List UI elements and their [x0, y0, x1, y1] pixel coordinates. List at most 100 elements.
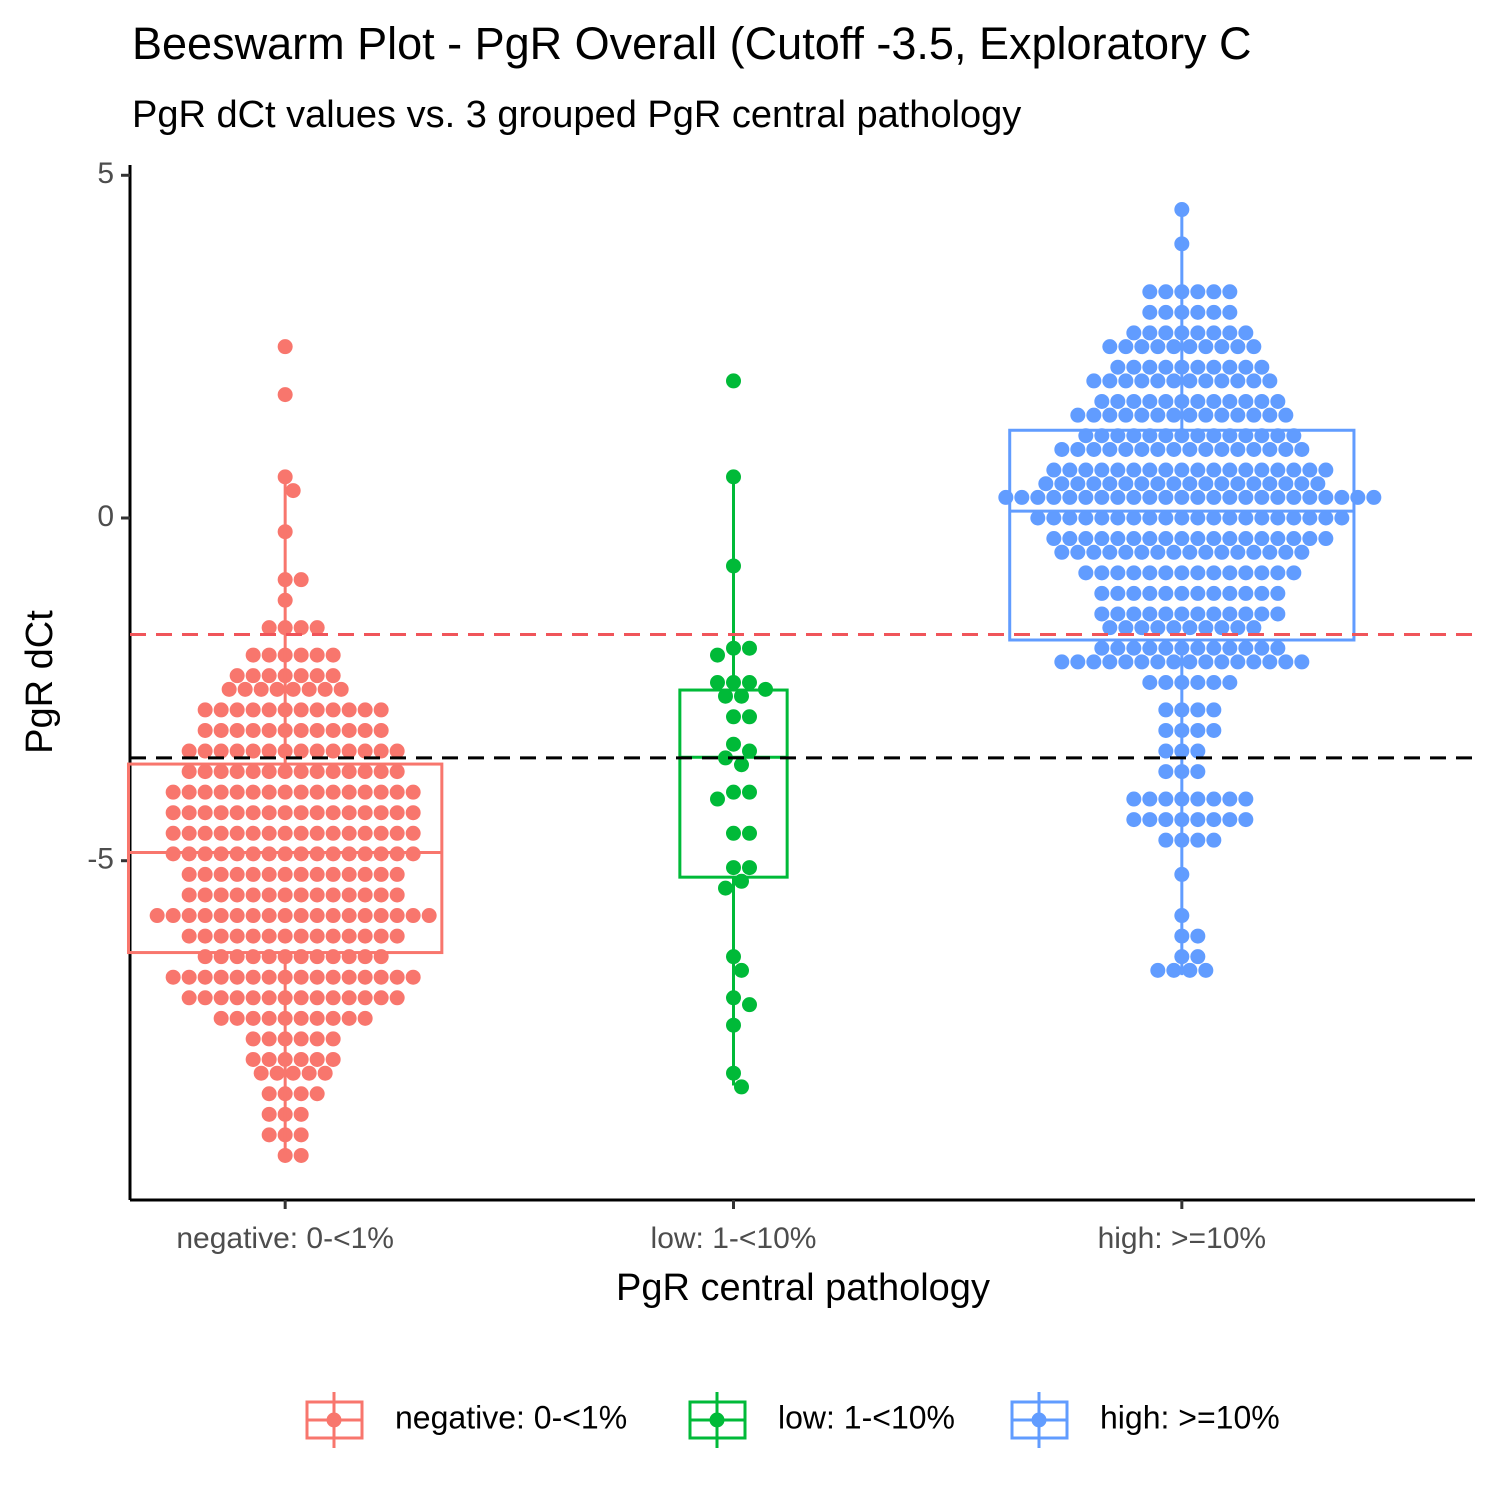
- point: [1190, 743, 1206, 759]
- point: [293, 1106, 309, 1122]
- point: [742, 709, 757, 725]
- point: [197, 908, 213, 924]
- point: [373, 908, 389, 924]
- point: [149, 908, 165, 924]
- box: [126, 762, 444, 955]
- point: [1198, 373, 1214, 389]
- point: [1238, 640, 1254, 656]
- point: [181, 764, 197, 780]
- point: [1102, 544, 1118, 560]
- point: [1286, 428, 1302, 444]
- point: [1222, 462, 1238, 478]
- point: [1182, 654, 1198, 670]
- point: [165, 969, 181, 985]
- point: [1110, 489, 1126, 505]
- point: [1230, 373, 1246, 389]
- point: [325, 743, 341, 759]
- point: [1158, 565, 1174, 581]
- point: [1166, 407, 1182, 423]
- point: [742, 675, 757, 690]
- point: [301, 681, 317, 697]
- point: [389, 866, 405, 882]
- point: [1166, 654, 1182, 670]
- point: [1190, 489, 1206, 505]
- point: [1190, 832, 1206, 848]
- point: [1142, 606, 1158, 622]
- point: [1094, 489, 1110, 505]
- point: [309, 825, 325, 841]
- point: [1206, 791, 1222, 807]
- point: [1238, 428, 1254, 444]
- point: [1142, 510, 1158, 526]
- point: [1134, 544, 1150, 560]
- point: [197, 702, 213, 718]
- point: [1094, 428, 1110, 444]
- point: [165, 908, 181, 924]
- point: [245, 764, 261, 780]
- point: [213, 990, 229, 1006]
- point: [325, 825, 341, 841]
- point: [1070, 441, 1086, 457]
- point: [229, 784, 245, 800]
- point: [1118, 373, 1134, 389]
- point: [1150, 441, 1166, 457]
- point: [1238, 565, 1254, 581]
- point: [181, 887, 197, 903]
- point: [389, 743, 405, 759]
- point: [277, 928, 293, 944]
- point: [1150, 407, 1166, 423]
- point: [1118, 339, 1134, 355]
- point: [1118, 620, 1134, 636]
- point: [261, 1010, 277, 1026]
- point: [734, 757, 749, 773]
- point: [405, 908, 421, 924]
- point: [341, 825, 357, 841]
- point: [1118, 441, 1134, 457]
- point: [309, 784, 325, 800]
- point: [1094, 510, 1110, 526]
- point: [245, 1051, 261, 1067]
- box: [678, 688, 789, 879]
- point: [245, 1031, 261, 1047]
- point: [197, 722, 213, 738]
- point: [389, 887, 405, 903]
- point: [1230, 339, 1246, 355]
- point: [213, 764, 229, 780]
- point: [1198, 476, 1214, 492]
- point: [1150, 339, 1166, 355]
- point: [726, 373, 741, 389]
- legend-label: negative: 0-<1%: [395, 1399, 627, 1435]
- legend-point: [709, 1412, 725, 1428]
- point: [1046, 531, 1062, 547]
- point: [405, 784, 421, 800]
- point: [1078, 531, 1094, 547]
- point: [1166, 620, 1182, 636]
- point: [309, 866, 325, 882]
- point: [1254, 489, 1270, 505]
- point: [229, 990, 245, 1006]
- point: [726, 709, 741, 725]
- point: [1206, 510, 1222, 526]
- point: [1206, 565, 1222, 581]
- point: [1246, 339, 1262, 355]
- point: [1158, 722, 1174, 738]
- point: [1214, 544, 1230, 560]
- point: [1278, 407, 1294, 423]
- point: [742, 640, 757, 656]
- point: [277, 908, 293, 924]
- point: [373, 887, 389, 903]
- point: [1166, 476, 1182, 492]
- point: [213, 784, 229, 800]
- point: [277, 764, 293, 780]
- point: [1206, 489, 1222, 505]
- point: [277, 805, 293, 821]
- point: [1254, 585, 1270, 601]
- point: [1318, 531, 1334, 547]
- point: [734, 688, 749, 704]
- point: [1262, 476, 1278, 492]
- point: [1214, 654, 1230, 670]
- point: [1150, 544, 1166, 560]
- point: [269, 1065, 285, 1081]
- point: [1158, 325, 1174, 341]
- point: [1086, 544, 1102, 560]
